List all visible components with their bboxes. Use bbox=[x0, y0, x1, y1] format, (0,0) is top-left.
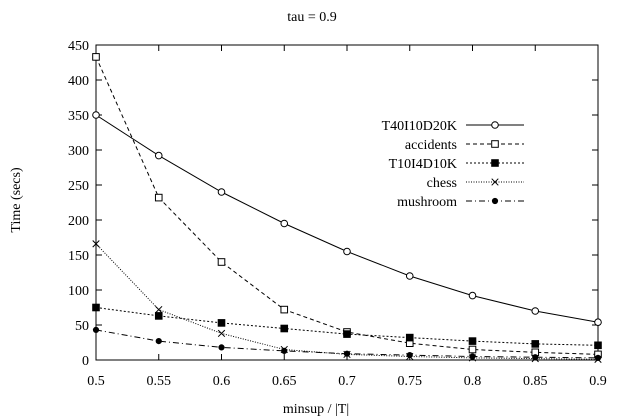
data-point bbox=[343, 330, 351, 338]
x-tick-label: 0.65 bbox=[272, 374, 297, 389]
data-point bbox=[154, 193, 163, 202]
legend-item: T10I4D10K bbox=[389, 157, 524, 172]
data-point bbox=[217, 319, 226, 327]
y-tick-label: 350 bbox=[68, 109, 89, 124]
data-point bbox=[405, 272, 414, 280]
y-tick-label: 50 bbox=[75, 319, 89, 334]
data-point bbox=[154, 151, 163, 160]
data-point bbox=[469, 353, 476, 360]
data-point bbox=[531, 340, 540, 348]
legend-item: accidents bbox=[405, 138, 524, 153]
x-axis-label: minsup / |T| bbox=[283, 402, 349, 417]
data-point bbox=[155, 305, 163, 314]
series-t10i4d10k bbox=[92, 303, 602, 350]
data-point bbox=[155, 338, 162, 345]
data-point bbox=[406, 352, 413, 359]
x-tick-label: 0.8 bbox=[464, 374, 482, 389]
plot-frame bbox=[95, 44, 599, 361]
series-line bbox=[95, 114, 599, 323]
series-line bbox=[95, 243, 599, 360]
data-point bbox=[217, 329, 226, 338]
data-point bbox=[92, 303, 100, 312]
data-point bbox=[594, 318, 602, 327]
y-axis-label: Time (secs) bbox=[9, 167, 24, 233]
data-point bbox=[217, 258, 226, 266]
data-point bbox=[92, 53, 100, 61]
chart-title: tau = 0.9 bbox=[287, 10, 337, 25]
legend-marker bbox=[491, 159, 499, 167]
data-point bbox=[280, 324, 289, 333]
data-point bbox=[468, 337, 477, 345]
legend: T40I10D20K accidents T10I4D10K chess mushroo… bbox=[382, 119, 524, 210]
data-point bbox=[343, 247, 351, 256]
data-point bbox=[531, 307, 540, 315]
series-t40i10d20k bbox=[92, 111, 602, 327]
series-chess bbox=[92, 240, 602, 363]
legend-marker bbox=[491, 178, 499, 186]
data-point bbox=[218, 344, 225, 351]
data-point bbox=[92, 111, 100, 119]
y-tick-label: 200 bbox=[68, 214, 89, 229]
x-tick-label: 0.5 bbox=[87, 374, 105, 389]
data-point bbox=[92, 240, 100, 248]
legend-item: T40I10D20K bbox=[382, 119, 524, 134]
data-point bbox=[154, 312, 163, 320]
data-point bbox=[343, 350, 351, 357]
series-accidents bbox=[92, 53, 602, 359]
legend-marker bbox=[491, 121, 499, 129]
data-point bbox=[468, 345, 477, 354]
legend-label: mushroom bbox=[397, 195, 457, 210]
series-line bbox=[95, 56, 599, 355]
data-point bbox=[532, 354, 539, 361]
x-tick-label: 0.85 bbox=[523, 374, 548, 389]
x-tick-label: 0.75 bbox=[398, 374, 423, 389]
data-point bbox=[92, 326, 100, 333]
data-point bbox=[217, 188, 226, 196]
x-tick-label: 0.9 bbox=[589, 374, 607, 389]
legend-label: T40I10D20K bbox=[382, 119, 457, 134]
y-tick-label: 250 bbox=[68, 179, 89, 194]
legend-marker bbox=[491, 140, 499, 148]
series-group bbox=[92, 53, 602, 363]
data-point bbox=[468, 291, 477, 300]
legend-item: mushroom bbox=[397, 195, 524, 210]
y-tick-label: 300 bbox=[68, 144, 89, 159]
x-tick-label: 0.6 bbox=[213, 374, 231, 389]
x-tick-label: 0.7 bbox=[338, 374, 356, 389]
data-point bbox=[594, 354, 602, 361]
legend-label: chess bbox=[427, 176, 457, 191]
legend-item: chess bbox=[427, 176, 524, 191]
axis-ticks: 0 50 100 150 200 250 300 350 400 450 0.5 0.55 0.6 0.6… bbox=[68, 39, 607, 389]
x-tick-label: 0.55 bbox=[147, 374, 172, 389]
legend-label: T10I4D10K bbox=[389, 157, 457, 172]
y-tick-label: 400 bbox=[68, 74, 89, 89]
series-line bbox=[95, 307, 599, 346]
data-point bbox=[594, 341, 602, 350]
legend-marker bbox=[491, 197, 499, 205]
data-point bbox=[280, 305, 289, 314]
y-tick-label: 450 bbox=[68, 39, 89, 54]
data-point bbox=[405, 333, 414, 342]
series-mushroom bbox=[92, 326, 602, 361]
data-point bbox=[280, 219, 289, 228]
y-tick-label: 0 bbox=[82, 354, 89, 369]
data-point bbox=[281, 347, 288, 354]
y-tick-label: 150 bbox=[68, 249, 89, 264]
legend-label: accidents bbox=[405, 138, 457, 153]
y-tick-label: 100 bbox=[68, 284, 89, 299]
